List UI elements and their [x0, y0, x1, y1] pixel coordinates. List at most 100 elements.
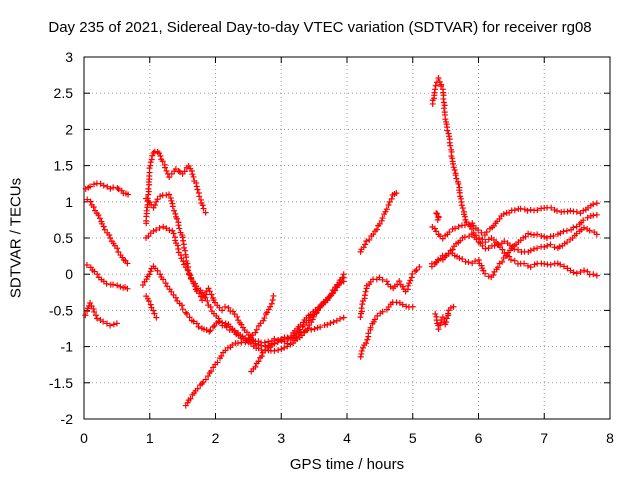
data-point	[145, 198, 152, 205]
data-point	[307, 311, 314, 318]
data-point	[145, 185, 152, 192]
data-point	[570, 269, 577, 276]
data-point	[330, 319, 337, 326]
data-point	[149, 152, 156, 159]
data-point	[169, 227, 176, 234]
grid-layer	[84, 57, 610, 419]
data-point	[379, 308, 386, 315]
data-point	[547, 261, 554, 268]
data-point	[288, 333, 295, 340]
data-point	[446, 229, 453, 236]
data-point	[527, 206, 534, 213]
data-point	[447, 142, 454, 149]
data-point	[110, 321, 117, 328]
data-point	[379, 276, 386, 283]
y-tick-label: 0.5	[54, 230, 74, 246]
data-point	[95, 212, 102, 219]
data-point	[360, 344, 367, 351]
data-point	[432, 82, 439, 89]
data-point	[125, 191, 132, 198]
data-point	[202, 294, 209, 301]
data-point	[443, 319, 450, 326]
data-point	[115, 186, 122, 193]
data-point	[156, 150, 163, 157]
data-point	[274, 337, 281, 344]
data-point	[202, 209, 209, 216]
data-point	[222, 303, 229, 310]
data-point	[485, 236, 492, 243]
data-point	[208, 291, 215, 298]
data-point	[371, 316, 378, 323]
data-point	[163, 167, 170, 174]
data-point	[255, 358, 262, 365]
data-point	[358, 305, 365, 312]
data-point	[522, 233, 529, 240]
data-point	[451, 166, 458, 173]
data-point	[166, 191, 173, 198]
data-point	[160, 276, 167, 283]
data-point	[181, 244, 188, 251]
data-point	[103, 320, 110, 327]
data-point	[479, 242, 486, 249]
x-tick-label: 1	[146, 430, 154, 446]
data-point	[172, 294, 179, 301]
data-point	[284, 334, 291, 341]
data-point	[378, 217, 385, 224]
data-point	[567, 267, 574, 274]
data-point	[435, 74, 442, 81]
data-point	[547, 241, 554, 248]
data-point	[483, 229, 490, 236]
data-point	[124, 285, 131, 292]
data-point	[357, 353, 364, 360]
data-point	[189, 171, 196, 178]
data-point	[455, 223, 462, 230]
data-point	[275, 347, 282, 354]
data-point	[258, 353, 265, 360]
data-point	[218, 353, 225, 360]
data-point	[90, 203, 97, 210]
data-point	[593, 272, 600, 279]
y-tick-label: -1.5	[49, 375, 73, 391]
data-point	[434, 216, 441, 223]
data-point	[258, 342, 265, 349]
data-point	[253, 326, 260, 333]
data-point	[376, 220, 383, 227]
data-point	[166, 174, 173, 181]
data-point	[96, 215, 103, 222]
data-point	[541, 233, 548, 240]
data-point	[214, 359, 221, 366]
data-point	[270, 292, 277, 299]
data-point	[548, 204, 555, 211]
data-point	[327, 320, 334, 327]
data-points	[82, 74, 600, 409]
data-point	[255, 341, 262, 348]
x-tick-label: 0	[80, 430, 88, 446]
data-point	[577, 210, 584, 217]
data-point	[234, 313, 241, 320]
data-point	[580, 224, 587, 231]
data-point	[461, 234, 468, 241]
data-point	[150, 307, 157, 314]
data-point	[182, 309, 189, 316]
data-point	[515, 246, 522, 253]
data-point	[386, 199, 393, 206]
data-point	[507, 256, 514, 263]
data-point	[506, 253, 513, 260]
data-point	[157, 271, 164, 278]
data-point	[362, 288, 369, 295]
y-tick-label: -1	[61, 339, 74, 355]
data-point	[94, 271, 101, 278]
x-axis-label: GPS time / hours	[289, 456, 405, 473]
data-point	[106, 232, 113, 239]
data-point	[361, 292, 368, 299]
data-point	[184, 260, 191, 267]
data-point	[577, 268, 584, 275]
data-point	[308, 326, 315, 333]
data-point	[181, 168, 188, 175]
data-point	[182, 247, 189, 254]
data-point	[150, 228, 157, 235]
data-point	[114, 185, 121, 192]
data-point	[164, 283, 171, 290]
data-point	[459, 205, 466, 212]
data-point	[472, 258, 479, 265]
